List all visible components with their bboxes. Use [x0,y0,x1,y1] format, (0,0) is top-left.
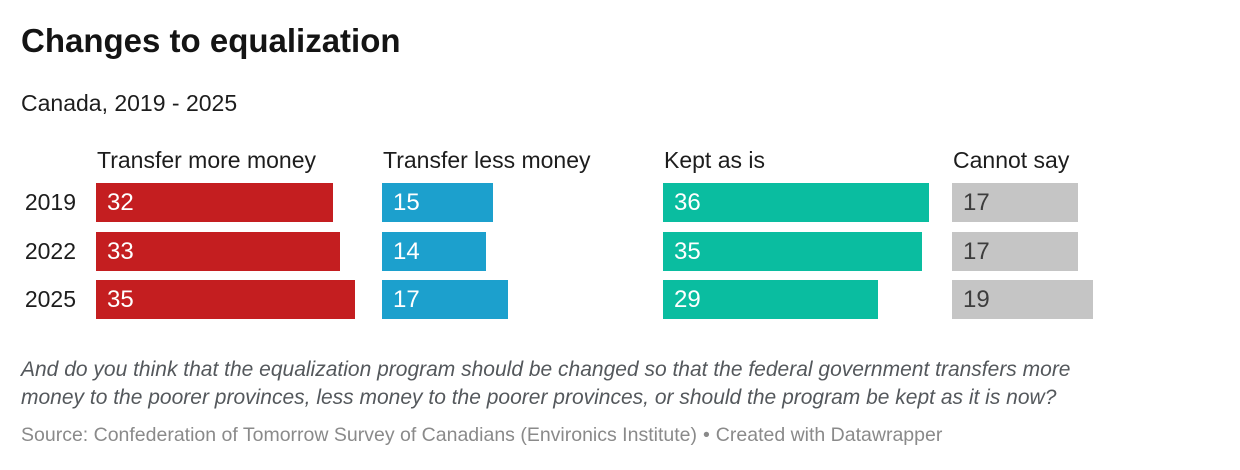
survey-question-line-2: money to the poorer provinces, less mone… [21,386,1057,409]
datawrapper-attribution[interactable]: Created with Datawrapper [715,424,943,446]
series-header-kept-as-is: Kept as is [664,147,765,173]
bar-value-label: 32 [107,189,134,216]
bar-kept-as-is-2022: 35 [663,231,922,271]
bar-transfer-less-money-2022: 14 [382,231,486,271]
survey-question-line-1: And do you think that the equalization p… [21,358,1071,381]
source-line: Source: Confederation of Tomorrow Survey… [21,423,1221,447]
bar-value-label: 14 [393,237,420,265]
row-label-2025: 2025 [24,286,76,312]
bar-value-label: 36 [674,189,701,216]
bar-transfer-more-money-2019: 32 [96,183,333,222]
bar-kept-as-is-2019: 36 [663,183,929,222]
row-label-2019: 2019 [24,189,76,215]
plot-area: 2019 2022 2025 Transfer more money 32 33 35 Tra… [0,146,1240,328]
bar-value-label: 33 [107,237,134,265]
chart-subtitle: Canada, 2019 - 2025 [21,90,238,116]
bar-value-label: 35 [674,237,701,265]
bar-value-label: 29 [674,286,701,313]
separator-dot: • [702,424,710,446]
bar-value-label: 19 [963,286,990,313]
bar-transfer-less-money-2025: 17 [382,280,508,319]
bar-transfer-more-money-2025: 35 [96,280,355,319]
source-text: Source: Confederation of Tomorrow Survey… [21,424,697,446]
series-header-transfer-less-money: Transfer less money [383,147,591,173]
bar-value-label: 15 [393,189,420,216]
series-header-cannot-say: Cannot say [953,147,1070,173]
bar-value-label: 17 [393,286,420,313]
bar-value-label: 17 [963,237,990,265]
bar-cannot-say-2025: 19 [952,280,1093,319]
chart-title: Changes to equalization [21,22,401,59]
bar-cannot-say-2022: 17 [952,231,1078,271]
series-header-transfer-more-money: Transfer more money [97,147,316,173]
bar-transfer-more-money-2022: 33 [96,231,340,271]
bar-kept-as-is-2025: 29 [663,280,878,319]
bar-value-label: 17 [963,189,990,216]
bar-cannot-say-2019: 17 [952,183,1078,222]
bar-value-label: 35 [107,286,134,313]
survey-question: And do you think that the equalization p… [21,356,1221,412]
row-label-2022: 2022 [24,237,76,264]
bar-transfer-less-money-2019: 15 [382,183,493,222]
